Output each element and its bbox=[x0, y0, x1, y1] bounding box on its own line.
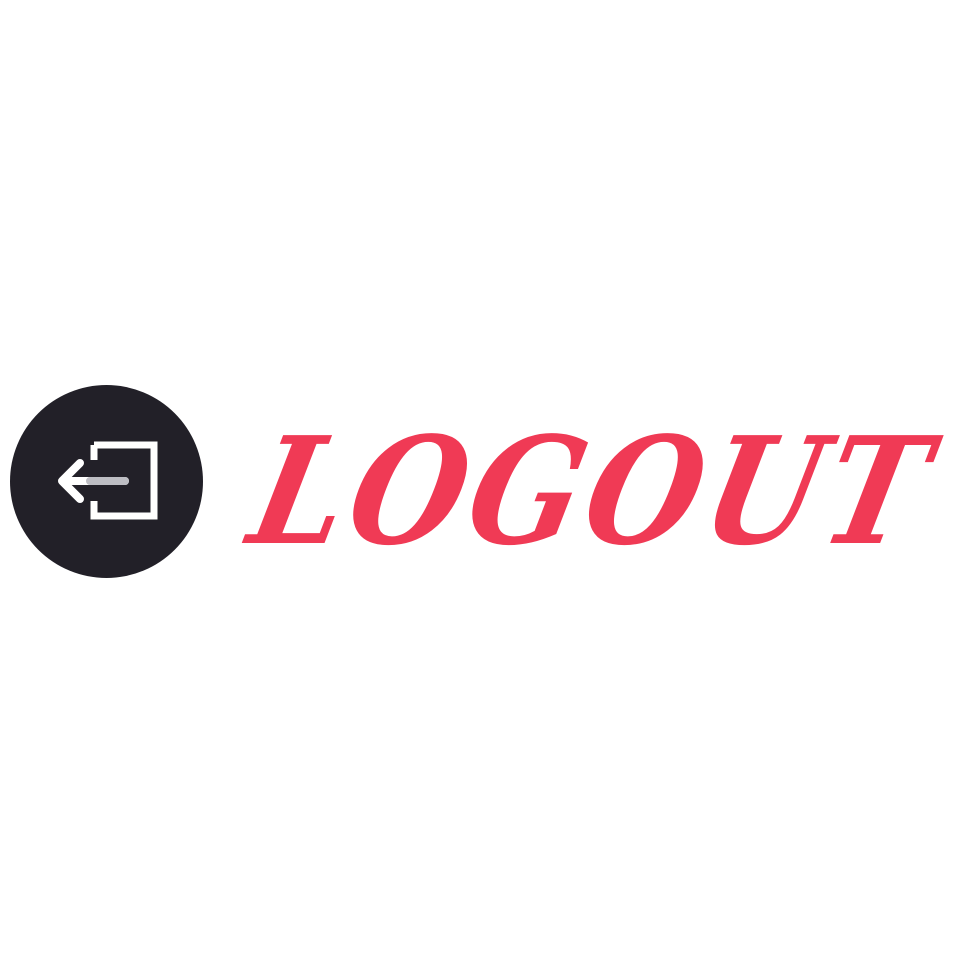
logout-label-container[interactable]: LOGOUT bbox=[234, 405, 960, 585]
logout-arrow-icon bbox=[58, 441, 158, 520]
logout-icon-badge[interactable] bbox=[10, 385, 203, 578]
logout-label[interactable]: LOGOUT bbox=[234, 405, 951, 579]
logout-button[interactable]: LOGOUT bbox=[10, 385, 960, 590]
logout-label-graphic: LOGOUT bbox=[234, 405, 951, 579]
